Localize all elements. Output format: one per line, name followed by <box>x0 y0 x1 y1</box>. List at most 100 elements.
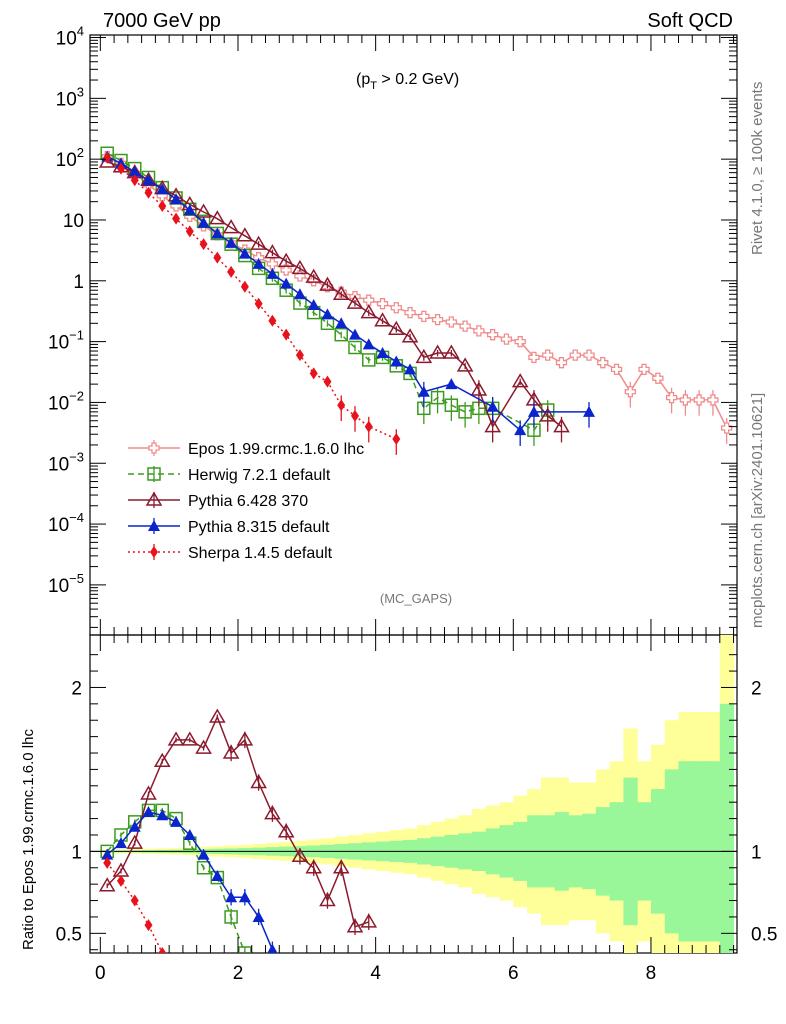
rivet-label: Rivet 4.1.0, ≥ 100k events <box>749 82 766 255</box>
legend-item: Epos 1.99.crmc.1.6.0 lhc <box>128 440 364 458</box>
data-point <box>156 183 169 195</box>
data-point <box>268 314 277 327</box>
data-point <box>429 344 446 359</box>
cut-label: (pT > 0.2 GeV) <box>356 71 459 92</box>
site-label: mcplots.cern.ch [arXiv:2401.10621] <box>749 393 766 628</box>
y-tick-label: 104 <box>56 24 84 50</box>
ratio-uncertainty-band <box>90 635 737 953</box>
data-point <box>250 235 267 250</box>
main-plot-layer <box>98 146 733 455</box>
band-stat-segment <box>719 703 735 953</box>
data-point <box>444 398 459 412</box>
data-point <box>172 212 181 225</box>
series-line <box>106 809 246 953</box>
data-point <box>404 306 416 319</box>
data-point <box>514 424 527 436</box>
ratio-y-tick-label: 1 <box>71 842 82 863</box>
data-point <box>142 806 155 818</box>
data-point <box>114 837 127 849</box>
data-point <box>101 848 114 860</box>
ratio-y-tick-label-right: 1 <box>751 842 762 863</box>
data-point <box>158 199 167 212</box>
y-tick-label: 103 <box>56 84 84 110</box>
ratio-series-group <box>98 708 378 953</box>
data-point <box>224 910 238 924</box>
data-point <box>337 399 346 412</box>
data-point <box>511 373 529 388</box>
data-point <box>335 317 348 329</box>
data-point <box>307 298 320 310</box>
data-point <box>392 433 401 446</box>
data-point <box>415 348 433 364</box>
data-point <box>167 731 185 746</box>
data-point <box>721 422 733 434</box>
data-point <box>470 381 488 396</box>
data-point <box>142 174 155 186</box>
data-point <box>374 312 391 327</box>
y-tick-label: 1 <box>73 272 84 293</box>
legend-marker <box>150 546 158 558</box>
data-point <box>238 946 252 953</box>
data-point <box>238 891 251 903</box>
data-point <box>376 346 389 358</box>
data-point <box>199 238 208 251</box>
data-point <box>362 353 376 367</box>
main-series <box>98 153 570 443</box>
legend-item: Pythia 6.428 370 <box>128 491 308 510</box>
y-tick-label: 10−5 <box>48 571 84 597</box>
ratio-plot-layer <box>98 708 378 953</box>
data-point <box>364 420 373 433</box>
y-tick-label: 10−4 <box>48 510 84 536</box>
data-point <box>144 919 153 932</box>
data-point <box>252 257 265 269</box>
ratio-ylabel: Ratio to Epos 1.99.crmc.1.6.0 lhc <box>20 729 37 950</box>
data-point <box>153 752 171 767</box>
data-point <box>116 874 125 887</box>
data-point <box>140 785 157 800</box>
ratio-series <box>98 708 378 935</box>
x-tick-label: 4 <box>370 963 381 984</box>
data-point <box>305 859 323 874</box>
data-point <box>514 335 526 348</box>
series-line <box>106 157 397 440</box>
data-point <box>225 236 238 248</box>
data-point <box>294 270 306 282</box>
data-point <box>332 859 350 874</box>
data-point <box>128 165 141 177</box>
legend-marker <box>145 491 163 506</box>
data-point <box>267 943 278 953</box>
data-point <box>387 320 405 335</box>
data-point <box>213 251 222 264</box>
data-point <box>665 391 678 404</box>
data-point <box>500 333 513 345</box>
data-point <box>264 805 281 820</box>
data-point <box>227 265 236 278</box>
data-point <box>528 351 540 364</box>
data-point <box>459 320 471 332</box>
header-left: 7000 GeV pp <box>103 10 221 32</box>
data-point <box>197 848 210 860</box>
main-series <box>101 150 596 446</box>
gaps-label: (MC_GAPS) <box>380 591 452 606</box>
data-point <box>277 252 295 267</box>
legend-marker <box>148 442 160 454</box>
data-point <box>170 193 183 205</box>
ratio-y-tick-label-right: 2 <box>751 678 762 699</box>
data-point <box>277 823 295 838</box>
data-point <box>334 327 348 342</box>
x-tick-label: 8 <box>646 963 657 984</box>
ratio-y-tick-label: 2 <box>71 678 82 699</box>
data-point <box>236 731 254 746</box>
y-tick-label: 102 <box>56 145 84 171</box>
data-point <box>128 820 141 832</box>
data-point <box>348 340 362 355</box>
data-point <box>348 328 361 340</box>
data-point <box>225 891 238 903</box>
data-point <box>103 151 112 164</box>
data-point <box>401 328 419 343</box>
series-line <box>106 715 370 928</box>
ratio-y-tick-label: 0.5 <box>56 924 82 945</box>
data-point <box>196 861 211 875</box>
data-point <box>583 405 596 417</box>
